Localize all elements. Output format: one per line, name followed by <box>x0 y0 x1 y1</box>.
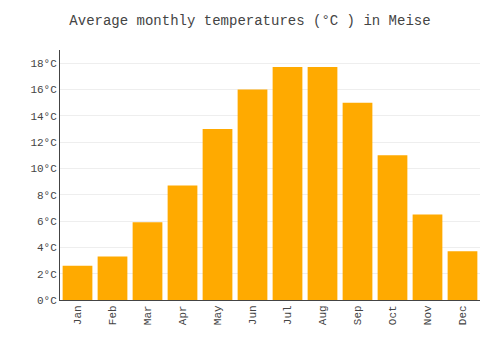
svg-text:Average monthly temperatures (: Average monthly temperatures (°C ) in Me… <box>69 13 430 29</box>
svg-text:18°C: 18°C <box>30 58 57 70</box>
svg-text:Mar: Mar <box>142 305 154 325</box>
svg-text:Nov: Nov <box>422 305 434 325</box>
svg-text:0°C: 0°C <box>37 295 57 307</box>
svg-text:10°C: 10°C <box>30 163 57 175</box>
svg-text:May: May <box>212 305 224 325</box>
svg-text:Apr: Apr <box>177 305 189 325</box>
svg-text:2°C: 2°C <box>37 269 57 281</box>
svg-text:14°C: 14°C <box>30 111 57 123</box>
svg-text:Aug: Aug <box>317 305 329 325</box>
svg-text:Dec: Dec <box>457 305 469 325</box>
svg-text:12°C: 12°C <box>30 137 57 149</box>
svg-text:Feb: Feb <box>107 305 119 325</box>
svg-text:Jul: Jul <box>282 305 294 325</box>
svg-text:Sep: Sep <box>352 305 364 325</box>
svg-text:16°C: 16°C <box>30 84 57 96</box>
svg-text:Jun: Jun <box>247 305 259 325</box>
svg-text:4°C: 4°C <box>37 242 57 254</box>
svg-text:Jan: Jan <box>72 305 84 325</box>
svg-text:Oct: Oct <box>387 305 399 325</box>
svg-text:8°C: 8°C <box>37 190 57 202</box>
svg-text:6°C: 6°C <box>37 216 57 228</box>
